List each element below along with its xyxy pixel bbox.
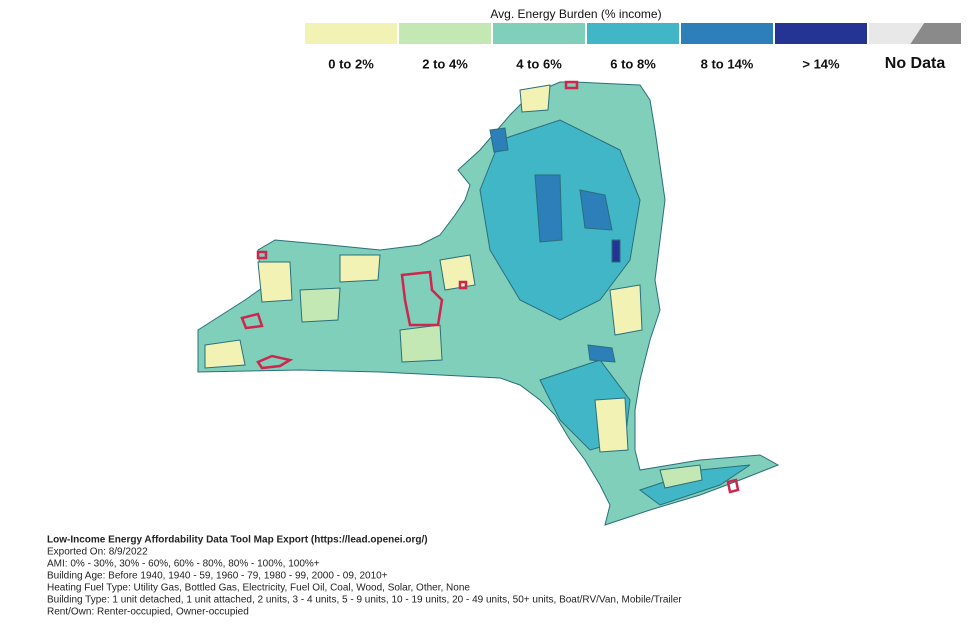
highlight (726, 478, 740, 494)
legend: 0 to 2% 2 to 4% 4 to 6% 6 to 8% 8 to 14% > 14… (305, 23, 961, 72)
legend-label: 6 to 8% (610, 56, 656, 71)
state-map (197, 81, 780, 526)
legend-swatch (305, 23, 397, 44)
legend-label: 2 to 4% (422, 56, 468, 71)
region (439, 254, 476, 291)
highlight (256, 354, 294, 370)
footer-line: Building Type: 1 unit detached, 1 unit a… (47, 595, 682, 606)
footer-line: Heating Fuel Type: Utility Gas, Bottled … (47, 583, 470, 594)
footer-line: AMI: 0% - 30%, 30% - 60%, 60% - 80%, 80%… (47, 559, 320, 570)
region (587, 344, 616, 363)
region (579, 189, 613, 231)
region (257, 261, 293, 303)
footer-line: Building Age: Before 1940, 1940 - 59, 19… (47, 571, 388, 582)
legend-label: No Data (885, 55, 946, 72)
highlight-outlines (240, 80, 740, 494)
legend-swatch (399, 23, 491, 44)
footer-title: Low-Income Energy Affordability Data Too… (47, 535, 428, 546)
legend-swatch (681, 23, 773, 44)
legend-label: > 14% (802, 56, 840, 71)
state-outline (197, 81, 780, 526)
region (609, 284, 643, 336)
highlight (256, 250, 268, 260)
region (534, 174, 563, 243)
legend-swatch-stripe (910, 23, 961, 44)
region (399, 324, 443, 363)
footer-line: Exported On: 8/9/2022 (47, 547, 148, 558)
legend-swatch (775, 23, 867, 44)
region (489, 127, 509, 153)
highlight (564, 80, 579, 90)
region (204, 339, 246, 369)
legend-title: Avg. Energy Burden (% income) (490, 7, 661, 21)
legend-swatch (587, 23, 679, 44)
region (519, 84, 551, 113)
highlight (400, 270, 444, 327)
highlight (240, 312, 264, 330)
legend-label: 0 to 2% (328, 56, 374, 71)
footer-line: Rent/Own: Renter-occupied, Owner-occupie… (47, 607, 249, 618)
region (339, 254, 381, 283)
legend-label: 4 to 6% (516, 56, 562, 71)
region (299, 287, 341, 323)
legend-label: 8 to 14% (701, 56, 754, 71)
region (594, 397, 629, 453)
highlight (458, 280, 468, 290)
legend-swatch (493, 23, 585, 44)
region (659, 464, 703, 489)
region (611, 239, 621, 263)
